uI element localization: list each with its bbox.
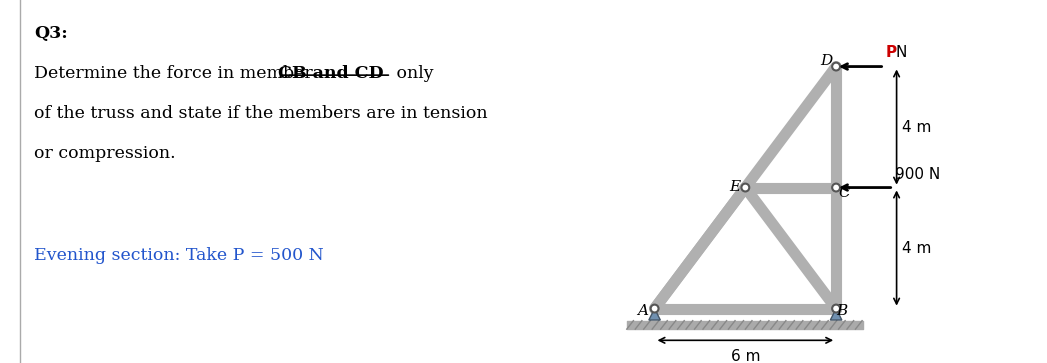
Text: 6 m: 6 m [731,349,760,363]
Text: C: C [839,186,850,200]
Circle shape [832,62,840,70]
Text: D: D [820,54,832,68]
Text: E: E [729,180,740,194]
Text: of the truss and state if the members are in tension: of the truss and state if the members ar… [35,105,488,122]
Text: or compression.: or compression. [35,145,176,162]
Text: CB and CD: CB and CD [279,65,383,82]
Text: P: P [886,45,897,60]
Polygon shape [830,309,842,320]
Text: Evening section: Take P = 500 N: Evening section: Take P = 500 N [35,247,325,264]
Text: Q3:: Q3: [35,25,68,42]
Text: 4 m: 4 m [903,241,932,256]
Text: A: A [638,304,648,318]
Circle shape [832,184,840,192]
Circle shape [650,305,659,313]
Text: 900 N: 900 N [895,167,940,182]
Text: only: only [392,65,433,82]
Circle shape [741,184,750,192]
Text: B: B [837,304,848,318]
Text: N: N [895,45,907,60]
Text: Determine the force in member: Determine the force in member [35,65,318,82]
Text: 4 m: 4 m [903,119,932,135]
Polygon shape [649,309,661,320]
Circle shape [832,305,840,313]
